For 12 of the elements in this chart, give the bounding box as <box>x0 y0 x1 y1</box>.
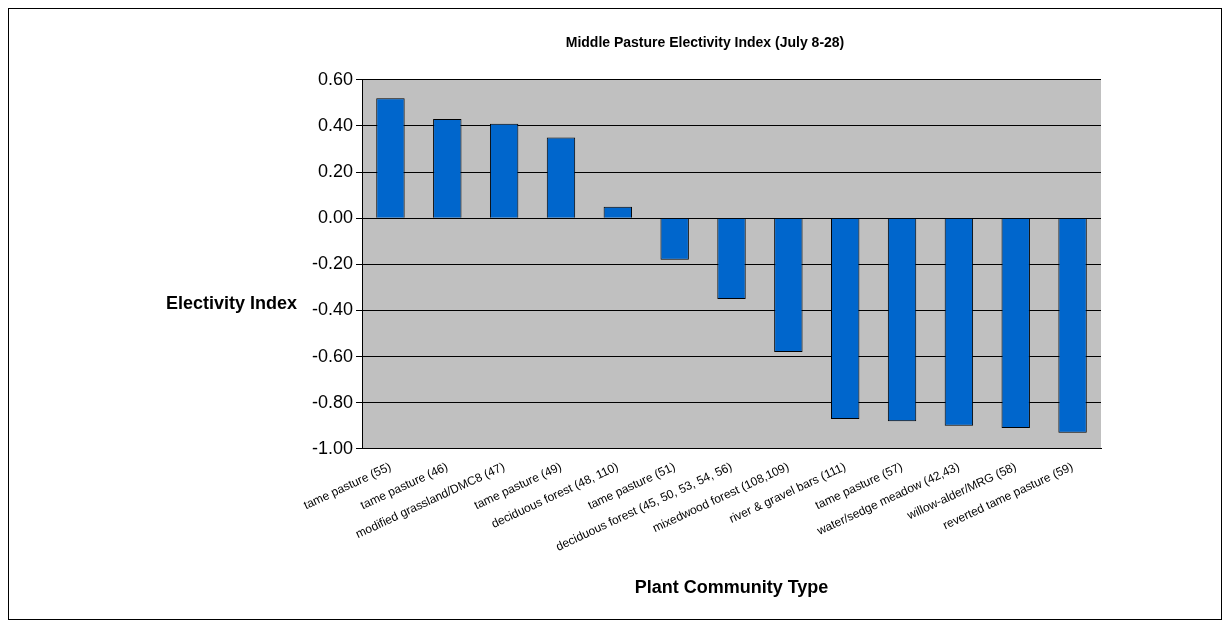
x-axis-title: Plant Community Type <box>634 577 829 598</box>
chart-title: Middle Pasture Electivity Index (July 8-28) <box>565 34 845 51</box>
y-tick-label: 0.00 <box>317 207 354 228</box>
y-tick-label: 0.40 <box>317 114 354 135</box>
y-tick-label: -0.40 <box>312 299 354 320</box>
y-tick-label: -0.60 <box>312 345 354 366</box>
y-tick-label: 0.60 <box>317 68 354 89</box>
y-tick-label: -1.00 <box>312 437 354 458</box>
y-axis-title: Electivity Index <box>165 293 298 314</box>
y-tick-label: 0.20 <box>317 161 354 182</box>
y-tick-label: -0.20 <box>312 253 354 274</box>
y-tick-label: -0.80 <box>312 391 354 412</box>
